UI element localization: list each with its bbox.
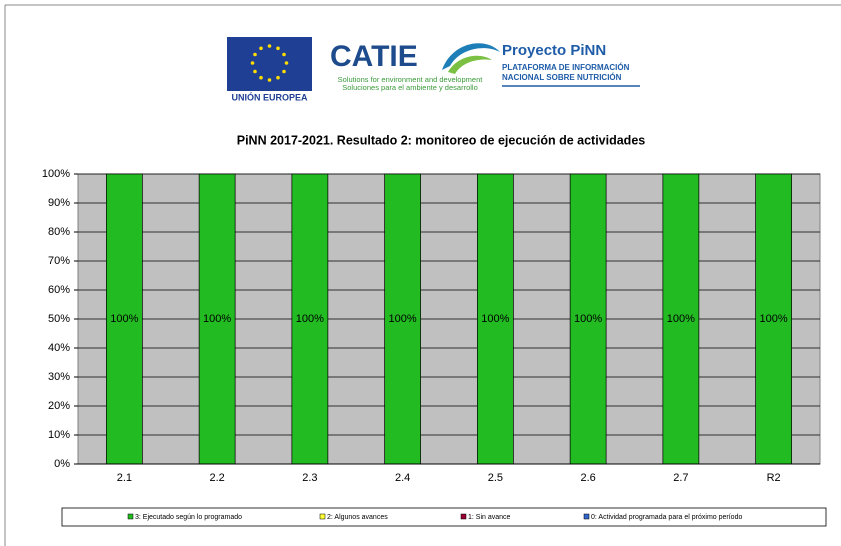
bar-segment bbox=[477, 173, 514, 465]
bar-segment bbox=[106, 173, 143, 465]
data-label: 100% bbox=[760, 313, 788, 325]
data-label: 100% bbox=[389, 313, 417, 325]
y-tick-label: 0% bbox=[54, 458, 70, 470]
x-tick-label: R2 bbox=[767, 472, 781, 484]
legend-swatch bbox=[583, 513, 590, 520]
y-tick-label: 10% bbox=[48, 429, 70, 441]
project-subtitle: PLATAFORMA DE INFORMACIÓN bbox=[502, 63, 630, 72]
bar-segment bbox=[569, 173, 607, 465]
pinn-logo: Proyecto PiNN PLATAFORMA DE INFORMACIÓN … bbox=[502, 42, 640, 87]
legend-swatch bbox=[319, 513, 326, 520]
y-tick-label: 80% bbox=[48, 226, 70, 238]
legend-label: 1: Sin avance bbox=[468, 514, 511, 521]
bar-segment bbox=[198, 173, 236, 465]
y-tick-label: 60% bbox=[48, 284, 70, 296]
data-label: 100% bbox=[110, 313, 138, 325]
x-tick-label: 2.3 bbox=[302, 472, 317, 484]
data-label: 100% bbox=[296, 313, 324, 325]
catie-tagline: Soluciones para el ambiente y desarrollo bbox=[342, 83, 478, 92]
legend-label: 3: Ejecutado según lo programado bbox=[135, 514, 242, 521]
x-tick-label: 2.1 bbox=[117, 472, 132, 484]
eu-logo: UNIÓN EUROPEA bbox=[227, 37, 312, 102]
catie-logo: CATIE Solutions for environment and deve… bbox=[330, 40, 500, 92]
legend-swatch bbox=[127, 513, 134, 520]
y-tick-label: 100% bbox=[42, 168, 70, 180]
eu-label: UNIÓN EUROPEA bbox=[231, 91, 308, 102]
y-tick-label: 70% bbox=[48, 255, 70, 267]
eu-stars bbox=[250, 44, 289, 82]
y-tick-label: 30% bbox=[48, 371, 70, 383]
legend-label: 2: Algunos avances bbox=[327, 514, 388, 521]
legend-label: 0: Actividad programada para el próximo … bbox=[591, 514, 742, 521]
data-label: 100% bbox=[481, 313, 509, 325]
y-tick-label: 40% bbox=[48, 342, 70, 354]
catie-swoosh bbox=[442, 43, 500, 70]
x-tick-label: 2.7 bbox=[673, 472, 688, 484]
data-label: 100% bbox=[203, 313, 231, 325]
y-tick-label: 20% bbox=[48, 400, 70, 412]
x-tick-label: 2.4 bbox=[395, 472, 410, 484]
x-tick-label: 2.2 bbox=[209, 472, 224, 484]
legend-box bbox=[61, 507, 827, 527]
x-tick-label: 2.5 bbox=[488, 472, 503, 484]
x-tick-label: 2.6 bbox=[580, 472, 595, 484]
y-tick-label: 50% bbox=[48, 313, 70, 325]
legend-swatch bbox=[460, 513, 467, 520]
chart-title: PiNN 2017-2021. Resultado 2: monitoreo d… bbox=[237, 133, 646, 147]
catie-tagline: Solutions for environment and developmen… bbox=[338, 75, 484, 84]
project-title: Proyecto PiNN bbox=[502, 42, 606, 59]
y-tick-label: 90% bbox=[48, 197, 70, 209]
catie-swoosh bbox=[448, 55, 492, 74]
catie-name: CATIE bbox=[330, 40, 418, 73]
project-subtitle: NACIONAL SOBRE NUTRICIÓN bbox=[502, 73, 622, 82]
data-label: 100% bbox=[667, 313, 695, 325]
data-label: 100% bbox=[574, 313, 602, 325]
